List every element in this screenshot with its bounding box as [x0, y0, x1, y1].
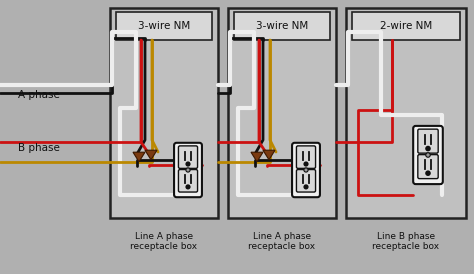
- Circle shape: [185, 184, 191, 190]
- FancyBboxPatch shape: [178, 170, 198, 192]
- Text: Line A phase
receptacle box: Line A phase receptacle box: [248, 232, 316, 252]
- Circle shape: [304, 168, 308, 172]
- Bar: [346, 8, 466, 218]
- FancyBboxPatch shape: [178, 146, 198, 169]
- FancyBboxPatch shape: [418, 129, 438, 153]
- FancyBboxPatch shape: [418, 155, 438, 179]
- Circle shape: [303, 161, 309, 167]
- Text: 2-wire NM: 2-wire NM: [380, 21, 432, 31]
- FancyBboxPatch shape: [292, 143, 320, 197]
- Circle shape: [426, 153, 430, 157]
- Polygon shape: [133, 152, 145, 162]
- Text: A phase: A phase: [18, 90, 60, 100]
- FancyBboxPatch shape: [296, 170, 316, 192]
- Bar: [352, 12, 460, 40]
- Text: Line A phase
receptacle box: Line A phase receptacle box: [130, 232, 198, 252]
- Bar: [234, 12, 330, 40]
- Text: 3-wire NM: 3-wire NM: [256, 21, 308, 31]
- FancyBboxPatch shape: [174, 143, 202, 197]
- Circle shape: [186, 168, 190, 172]
- Polygon shape: [263, 150, 275, 160]
- Text: 3-wire NM: 3-wire NM: [138, 21, 190, 31]
- Text: Line B phase
receptacle box: Line B phase receptacle box: [373, 232, 439, 252]
- Circle shape: [425, 146, 431, 151]
- Text: B phase: B phase: [18, 143, 60, 153]
- FancyBboxPatch shape: [296, 146, 316, 169]
- Polygon shape: [145, 150, 157, 160]
- Bar: [110, 8, 218, 218]
- Circle shape: [425, 170, 431, 176]
- Bar: [116, 12, 212, 40]
- FancyBboxPatch shape: [413, 126, 443, 184]
- Circle shape: [303, 184, 309, 190]
- Circle shape: [185, 161, 191, 167]
- Bar: [228, 8, 336, 218]
- Polygon shape: [251, 152, 263, 162]
